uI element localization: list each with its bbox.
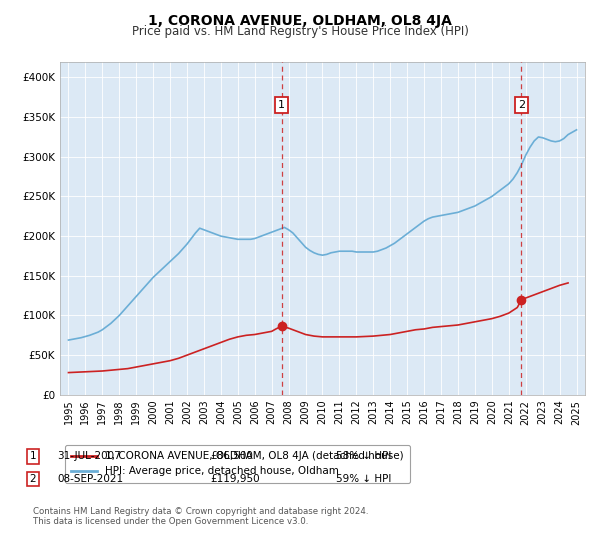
Text: £86,500: £86,500: [210, 451, 253, 461]
Legend: 1, CORONA AVENUE, OLDHAM, OL8 4JA (detached house), HPI: Average price, detached: 1, CORONA AVENUE, OLDHAM, OL8 4JA (detac…: [65, 445, 410, 483]
Text: £119,950: £119,950: [210, 474, 260, 484]
Text: 08-SEP-2021: 08-SEP-2021: [57, 474, 123, 484]
Text: 58% ↓ HPI: 58% ↓ HPI: [336, 451, 391, 461]
Text: 2: 2: [518, 100, 525, 110]
Text: 59% ↓ HPI: 59% ↓ HPI: [336, 474, 391, 484]
Text: 1: 1: [29, 451, 37, 461]
Text: 1, CORONA AVENUE, OLDHAM, OL8 4JA: 1, CORONA AVENUE, OLDHAM, OL8 4JA: [148, 14, 452, 28]
Text: Contains HM Land Registry data © Crown copyright and database right 2024.
This d: Contains HM Land Registry data © Crown c…: [33, 507, 368, 526]
Text: 2: 2: [29, 474, 37, 484]
Text: Price paid vs. HM Land Registry's House Price Index (HPI): Price paid vs. HM Land Registry's House …: [131, 25, 469, 38]
Text: 1: 1: [278, 100, 285, 110]
Text: 31-JUL-2007: 31-JUL-2007: [57, 451, 121, 461]
